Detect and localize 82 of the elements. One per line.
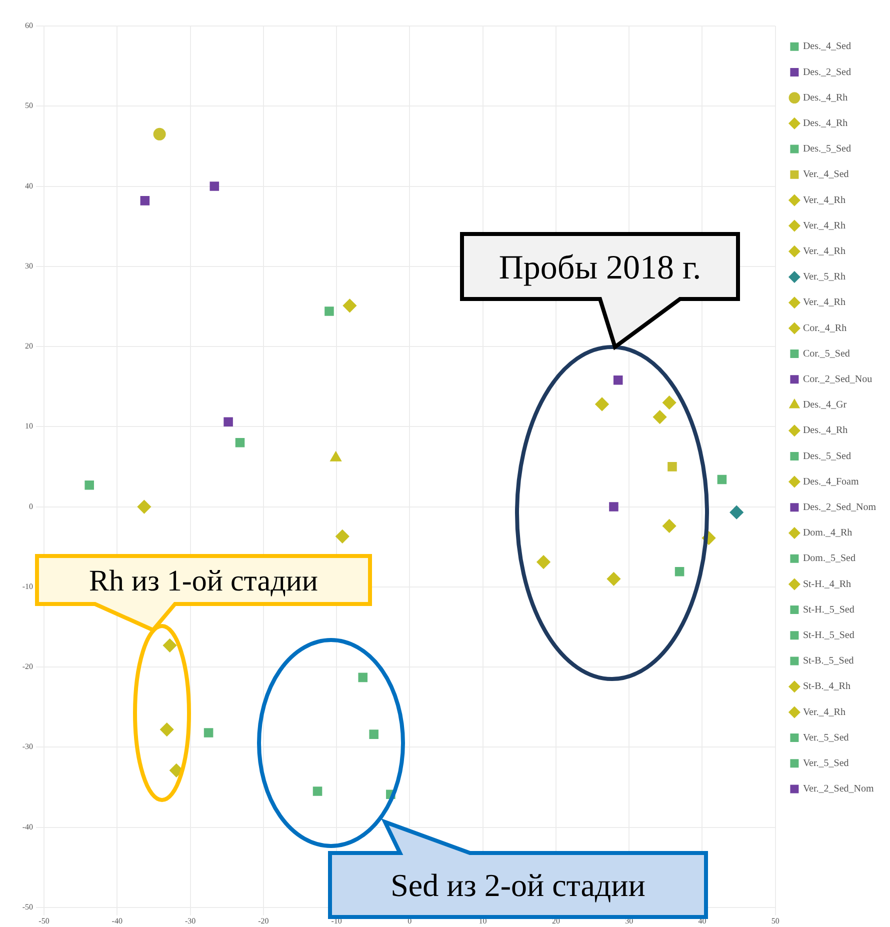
y-tick-label: 20 — [25, 342, 33, 351]
legend-label: Ver._4_Rh — [802, 246, 846, 258]
legend-label: Des._4_Rh — [802, 425, 848, 436]
point — [662, 396, 676, 410]
x-tick-label: -40 — [112, 916, 122, 926]
legend-label: Des._4_Gr — [802, 400, 848, 411]
legend-label: Ver._4_Rh — [802, 706, 846, 718]
legend-label: Des._4_Foam — [802, 476, 859, 488]
point — [609, 502, 618, 512]
legend-label: Des._2_Sed — [802, 66, 852, 78]
point — [312, 786, 322, 796]
point — [730, 506, 744, 520]
point — [224, 417, 233, 426]
point — [369, 730, 378, 739]
x-tick-label: -20 — [258, 916, 269, 926]
speech-callout: Sed из 2-ой стадии — [328, 818, 708, 919]
speech-callout: Пробы 2018 г. — [460, 232, 740, 350]
x-tick-label: 50 — [771, 916, 780, 926]
x-tick-label: -30 — [184, 916, 196, 926]
legend-label: Des._4_Rh — [802, 92, 848, 104]
legend-label: St-H._5_Sed — [802, 630, 854, 642]
y-tick-label: -30 — [22, 742, 33, 752]
legend-label: Cor._5_Sed — [802, 348, 850, 360]
legend-label: Ver._4_Sed — [802, 169, 849, 180]
y-tick-label: -50 — [22, 902, 33, 912]
legend-label: Ver._5_Rh — [802, 272, 846, 283]
point — [140, 196, 150, 206]
point — [153, 128, 166, 140]
legend-label: Cor._2_Sed_Nou — [802, 374, 872, 386]
y-tick-label: 40 — [25, 181, 33, 190]
legend-label: Ver._5_Sed — [802, 732, 849, 744]
y-tick-label: 10 — [25, 422, 33, 431]
y-tick-label: 60 — [25, 21, 33, 30]
legend-label: Des._4_Rh — [802, 118, 848, 130]
point — [204, 728, 214, 738]
x-tick-label: -50 — [38, 916, 50, 926]
legend-label: Des._5_Sed — [802, 450, 852, 462]
point — [613, 376, 623, 385]
point — [324, 306, 334, 316]
point — [595, 397, 609, 411]
legend-label: Ver._2_Sed_Nom — [802, 784, 874, 795]
legend-label: Dom._5_Sed — [802, 553, 856, 564]
y-tick-label: -10 — [22, 582, 33, 591]
legend-label: Des._2_Sed_Nom — [802, 502, 876, 514]
legend-label: Ver._5_Sed — [802, 758, 849, 770]
annotation: Пробы 2018 г. — [498, 249, 702, 286]
point — [84, 480, 94, 490]
point — [210, 182, 220, 191]
point — [662, 519, 676, 533]
legend-label: St-B._5_Sed — [802, 656, 854, 667]
annotation: Rh из 1-ой стадии — [89, 564, 318, 598]
point — [536, 555, 550, 569]
point — [606, 572, 620, 586]
point — [668, 462, 677, 472]
legend-label: St-H._5_Sed — [802, 604, 854, 616]
point — [674, 567, 684, 576]
point — [330, 452, 342, 462]
legend-label: Ver._4_Rh — [802, 220, 846, 232]
point — [235, 438, 245, 448]
legend-label: Ver._4_Rh — [802, 194, 846, 206]
legend-label: Cor._4_Rh — [802, 322, 847, 334]
y-tick-label: -40 — [22, 822, 33, 832]
legend-label: Dom._4_Rh — [802, 528, 852, 539]
y-tick-label: -20 — [22, 662, 33, 672]
y-tick-label: 30 — [25, 261, 33, 270]
point — [336, 530, 350, 544]
legend-label: St-H._4_Rh — [802, 578, 852, 590]
point — [160, 722, 174, 736]
point — [163, 638, 177, 652]
legend-label: Des._4_Sed — [802, 41, 852, 52]
legend-label: Ver._4_Rh — [802, 297, 846, 308]
legend-label: St-B._4_Rh — [802, 681, 850, 692]
point — [358, 672, 368, 682]
point — [137, 500, 151, 514]
y-tick-label: 50 — [25, 101, 33, 110]
point — [653, 410, 667, 424]
annotation: Sed из 2-ой стадии — [390, 867, 646, 904]
point — [717, 474, 727, 484]
y-tick-label: 0 — [29, 502, 33, 511]
speech-callout: Rh из 1-ой стадии — [35, 554, 372, 632]
legend-label: Des._5_Sed — [802, 144, 852, 155]
point — [342, 298, 356, 312]
